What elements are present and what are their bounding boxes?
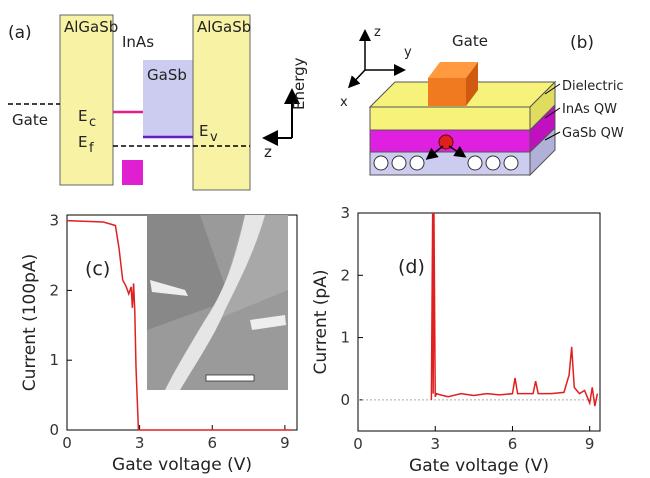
label: Energy (290, 57, 308, 110)
label: Dielectric (562, 79, 624, 94)
nanowire (165, 215, 265, 390)
label: E (199, 122, 208, 140)
label: z (264, 143, 272, 161)
arrow (425, 145, 444, 160)
x-axis-label: Gate voltage (V) (112, 455, 252, 475)
gate-front (428, 78, 466, 106)
panel-label: (b) (570, 33, 594, 53)
plot-frame (357, 212, 601, 432)
label: Gate (452, 32, 488, 50)
leader (544, 107, 561, 119)
x-tick-label: 9 (280, 434, 290, 452)
label: GaSb QW (562, 126, 624, 141)
x-tick-label: 0 (353, 435, 363, 453)
label: Gate (12, 111, 48, 129)
x-tick-label: 9 (585, 435, 595, 453)
label: y (404, 45, 412, 60)
x-tick-label: 3 (135, 434, 145, 452)
device-schematic: (b) z y x Gate Dielectric InAs QW GaSb Q… (340, 25, 624, 177)
y-axis-label: Current (100pA) (20, 254, 40, 391)
y-tick-label: 0 (49, 421, 59, 439)
dielectric (369, 106, 531, 131)
label: z (374, 25, 381, 40)
x-tick-label: 6 (207, 434, 217, 452)
contact (250, 315, 286, 330)
y-tick-label: 2 (49, 281, 59, 299)
holes (373, 155, 519, 171)
label: GaSb (147, 66, 187, 84)
leader (544, 83, 561, 95)
gate-side (466, 62, 478, 106)
y-tick-label: 2 (340, 266, 350, 284)
x-axis-label: Gate voltage (V) (409, 456, 549, 476)
y-tick-label: 1 (340, 329, 350, 347)
region (215, 215, 288, 320)
y-tick-label: 0 (340, 391, 350, 409)
panel-label: (d) (398, 256, 425, 278)
panel-label: (a) (8, 23, 32, 43)
leader (544, 131, 561, 141)
data-line (66, 219, 293, 431)
x-tick-label: 3 (430, 435, 440, 453)
band-diagram: (a) AlGaSb InAs GaSb AlGaSb Gate E c E f… (8, 14, 308, 191)
axis (347, 69, 366, 89)
x-tick-label: 6 (508, 435, 518, 453)
label: f (89, 141, 94, 156)
barrier (192, 14, 251, 191)
scale-bar (205, 374, 255, 382)
label: E (78, 107, 87, 125)
y-axis-label: Current (pA) (311, 270, 331, 375)
label: InAs (122, 33, 154, 51)
label: v (210, 130, 218, 145)
label: x (340, 95, 348, 110)
inas-block (122, 160, 143, 185)
x-tick-label: 0 (62, 434, 72, 452)
label: InAs QW (562, 102, 617, 117)
y-tick-label: 3 (49, 212, 59, 230)
y-tick-label: 3 (340, 204, 350, 222)
arrow (448, 145, 467, 158)
barrier (59, 14, 114, 186)
panel-label: (c) (85, 258, 110, 280)
gate-top (428, 62, 478, 78)
region (147, 215, 230, 330)
y-tick-label: 1 (49, 351, 59, 369)
contact (150, 280, 188, 296)
data-line (430, 212, 599, 407)
label: AlGaSb (64, 18, 118, 36)
inset-image (147, 215, 288, 390)
label: c (89, 115, 96, 130)
gasb-well (143, 60, 193, 137)
label: AlGaSb (197, 18, 251, 36)
label: E (78, 133, 87, 151)
